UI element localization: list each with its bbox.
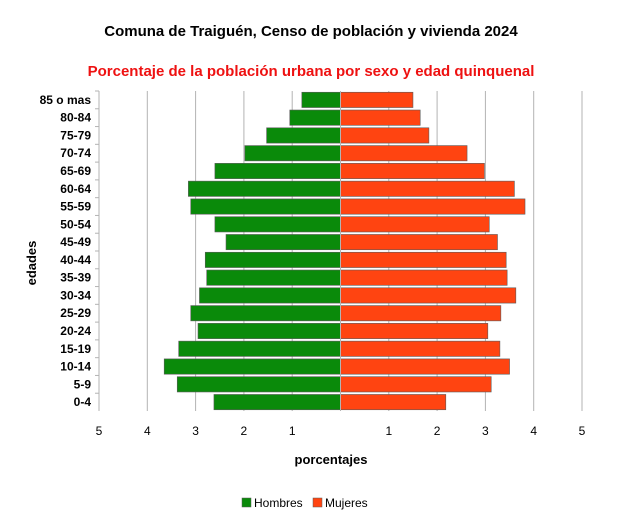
y-tick-label: 45-49	[60, 235, 91, 249]
bar-hombres-70-74	[244, 145, 341, 162]
x-tick-label: 4	[530, 424, 537, 438]
x-tick-label: 2	[241, 424, 248, 438]
y-tick-label: 60-64	[60, 182, 91, 196]
bar-hombres-40-44	[204, 251, 341, 268]
y-axis-label: edades	[24, 241, 39, 286]
bar-hombres-25-29	[190, 305, 341, 322]
bar-mujeres-20-24	[340, 323, 489, 339]
bar-hombres-5-9	[176, 376, 341, 393]
bar-mujeres-50-54	[340, 216, 490, 233]
x-axis-label: porcentajes	[295, 452, 368, 467]
bar-mujeres-65-69	[340, 163, 485, 179]
y-tick-label: 40-44	[60, 253, 91, 267]
x-tick-label: 5	[96, 424, 103, 438]
bar-hombres-60-64	[188, 180, 341, 197]
bar-mujeres-25-29	[340, 305, 502, 322]
y-tick-label: 80-84	[60, 111, 91, 125]
bar-hombres-0-4	[213, 394, 341, 411]
legend-swatch-mujeres	[312, 497, 323, 508]
bar-mujeres-55-59	[340, 198, 526, 215]
bars	[163, 91, 526, 411]
y-tick-label: 55-59	[60, 200, 91, 214]
x-tick-label: 1	[289, 424, 296, 438]
bar-mujeres-60-64	[340, 180, 515, 197]
bar-hombres-20-24	[197, 323, 341, 339]
x-tick-label: 5	[579, 424, 586, 438]
y-tick-label: 25-29	[60, 306, 91, 320]
y-tick-label: 35-39	[60, 271, 91, 285]
bar-hombres-75-79	[266, 127, 341, 144]
y-tick-label: 85 o mas	[40, 93, 92, 107]
bar-mujeres-0-4	[340, 394, 447, 411]
y-tick-label: 75-79	[60, 128, 91, 142]
y-tick-label: 20-24	[60, 324, 91, 338]
y-tick-label: 70-74	[60, 146, 91, 160]
x-tick-label: 3	[192, 424, 199, 438]
legend-swatch-hombres	[241, 497, 252, 508]
y-tick-label: 50-54	[60, 217, 91, 231]
bar-hombres-55-59	[190, 198, 341, 215]
legend-label-hombres: Hombres	[254, 496, 303, 510]
y-tick-label: 10-14	[60, 360, 91, 374]
x-tick-label: 1	[385, 424, 392, 438]
y-tick-label: 15-19	[60, 342, 91, 356]
x-tick-label: 3	[482, 424, 489, 438]
bar-mujeres-40-44	[340, 251, 507, 268]
bar-hombres-30-34	[199, 287, 341, 304]
bar-hombres-65-69	[214, 163, 341, 179]
bar-mujeres-35-39	[340, 269, 508, 286]
y-tick-label: 5-9	[74, 377, 92, 391]
chart-title: Comuna de Traiguén, Censo de población y…	[104, 23, 518, 40]
bar-mujeres-5-9	[340, 376, 492, 393]
legend-label-mujeres: Mujeres	[325, 496, 368, 510]
bar-hombres-80-84	[289, 109, 341, 126]
bar-hombres-45-49	[225, 234, 341, 251]
bar-mujeres-15-19	[340, 340, 501, 357]
y-tick-label: 30-34	[60, 288, 91, 302]
bar-hombres-85-o-mas	[301, 91, 341, 108]
y-tick-label: 0-4	[74, 395, 92, 409]
bar-hombres-15-19	[178, 340, 341, 357]
axes: 5 4 3 2 1 1 2 3 4 5 0-4 5-9 10-14 15-19 20-24 25-29 30-3…	[40, 90, 586, 438]
bar-hombres-35-39	[206, 269, 341, 286]
bar-mujeres-70-74	[340, 145, 468, 162]
bar-mujeres-85-o-mas	[340, 91, 414, 108]
bar-mujeres-75-79	[340, 127, 430, 144]
x-tick-label: 2	[434, 424, 441, 438]
bar-mujeres-10-14	[340, 358, 510, 375]
bar-mujeres-30-34	[340, 287, 517, 304]
bar-mujeres-45-49	[340, 234, 498, 251]
x-tick-label: 4	[144, 424, 151, 438]
legend: Hombres Mujeres	[241, 496, 368, 510]
chart-subtitle: Porcentaje de la población urbana por se…	[88, 63, 535, 80]
bar-hombres-10-14	[163, 358, 341, 375]
bar-mujeres-80-84	[340, 109, 421, 126]
y-tick-label: 65-69	[60, 164, 91, 178]
bar-hombres-50-54	[214, 216, 341, 233]
